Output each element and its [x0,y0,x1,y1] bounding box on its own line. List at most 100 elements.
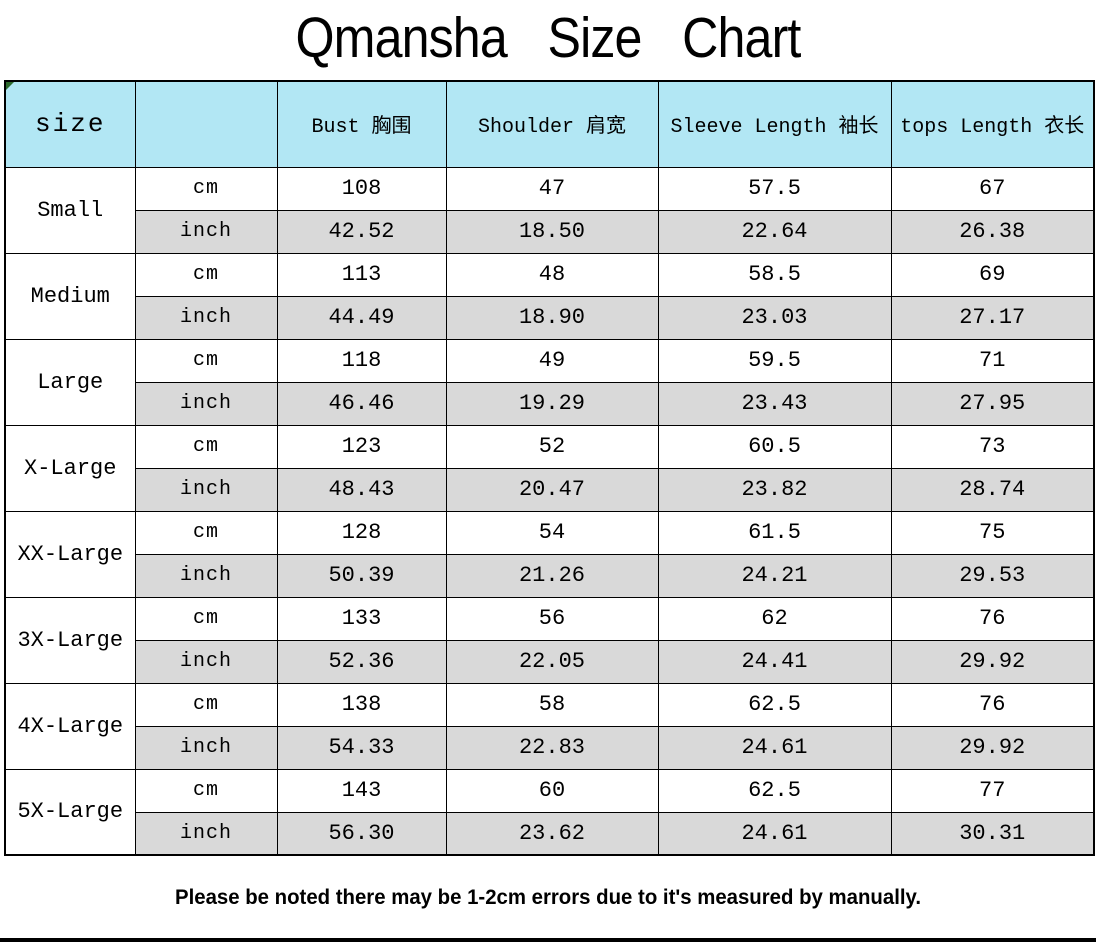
measurement-value: 56.30 [276,811,447,856]
measurement-value: 52 [445,424,659,469]
measurement-value: 49 [445,338,659,383]
unit-label-cm: cm [134,596,278,641]
measurement-value: 143 [276,768,447,813]
table-row-xxlarge-inch: inch 50.39 21.26 24.21 29.53 [5,553,1095,598]
measurement-disclaimer: Please be noted there may be 1-2cm error… [175,886,921,909]
measurement-value: 73 [890,424,1095,469]
unit-label-inch: inch [134,553,278,598]
measurement-value: 67 [890,166,1095,211]
size-column-header: size [4,80,136,168]
table-row-small-cm: Small cm 108 47 57.5 67 [4,166,1095,254]
table-row-3xlarge-cm: 3X-Large cm 133 56 62 76 [4,596,1095,684]
size-chart-table: size Bust 胸围 Shoulder 肩宽 Sleeve Length 袖… [4,80,1095,856]
measurement-value: 54 [445,510,659,555]
unit-label-inch: inch [134,381,278,426]
measurement-value: 128 [276,510,447,555]
measurement-value: 27.95 [890,381,1095,426]
measurement-value: 23.62 [445,811,659,856]
size-label-medium: Medium [4,252,136,340]
measurement-value: 108 [276,166,447,211]
unit-label-cm: cm [134,166,278,211]
unit-label-inch: inch [134,467,278,512]
measurement-value: 28.74 [890,467,1095,512]
unit-label-inch: inch [134,725,278,770]
measurement-value: 76 [890,682,1095,727]
measurement-value: 30.31 [890,811,1095,856]
measurement-value: 52.36 [276,639,447,684]
measurement-value: 42.52 [276,209,447,254]
measurement-value: 118 [276,338,447,383]
unit-column-header [134,80,278,168]
unit-label-inch: inch [134,811,278,856]
measurement-value: 18.90 [445,295,659,340]
measurement-value: 24.61 [657,725,892,770]
size-label-xlarge: X-Large [4,424,136,512]
table-row-small-inch: inch 42.52 18.50 22.64 26.38 [5,209,1095,254]
measurement-value: 58.5 [657,252,892,297]
measurement-value: 22.64 [657,209,892,254]
table-row-large-cm: Large cm 118 49 59.5 71 [4,338,1095,426]
bottom-divider [0,938,1096,942]
measurement-value: 24.41 [657,639,892,684]
measurement-value: 20.47 [445,467,659,512]
measurement-value: 76 [890,596,1095,641]
column-header-bust: Bust 胸围 [276,80,447,168]
measurement-value: 26.38 [890,209,1095,254]
size-label-3xlarge: 3X-Large [4,596,136,684]
measurement-value: 48 [445,252,659,297]
measurement-value: 56 [445,596,659,641]
measurement-value: 24.21 [657,553,892,598]
unit-label-cm: cm [134,510,278,555]
measurement-value: 62.5 [657,682,892,727]
measurement-value: 123 [276,424,447,469]
unit-label-cm: cm [134,424,278,469]
measurement-value: 29.53 [890,553,1095,598]
table-row-large-inch: inch 46.46 19.29 23.43 27.95 [5,381,1095,426]
measurement-value: 77 [890,768,1095,813]
table-row-xlarge-inch: inch 48.43 20.47 23.82 28.74 [5,467,1095,512]
size-label-xxlarge: XX-Large [4,510,136,598]
measurement-value: 23.82 [657,467,892,512]
measurement-value: 75 [890,510,1095,555]
unit-label-inch: inch [134,209,278,254]
unit-label-cm: cm [134,682,278,727]
unit-label-cm: cm [134,768,278,813]
measurement-value: 62.5 [657,768,892,813]
measurement-value: 58 [445,682,659,727]
measurement-value: 62 [657,596,892,641]
measurement-value: 133 [276,596,447,641]
measurement-value: 44.49 [276,295,447,340]
column-header-shoulder: Shoulder 肩宽 [445,80,659,168]
table-row-3xlarge-inch: inch 52.36 22.05 24.41 29.92 [5,639,1095,684]
table-row-xxlarge-cm: XX-Large cm 128 54 61.5 75 [4,510,1095,598]
measurement-value: 24.61 [657,811,892,856]
measurement-value: 46.46 [276,381,447,426]
size-label-4xlarge: 4X-Large [4,682,136,770]
unit-label-inch: inch [134,639,278,684]
measurement-value: 71 [890,338,1095,383]
measurement-value: 48.43 [276,467,447,512]
unit-label-cm: cm [134,252,278,297]
measurement-value: 50.39 [276,553,447,598]
size-label-large: Large [4,338,136,426]
measurement-value: 47 [445,166,659,211]
column-header-sleeve-length: Sleeve Length 袖长 [657,80,892,168]
measurement-value: 22.83 [445,725,659,770]
page-title: Qmansha Size Chart [295,6,802,70]
measurement-value: 61.5 [657,510,892,555]
measurement-value: 57.5 [657,166,892,211]
measurement-value: 23.43 [657,381,892,426]
cell-corner-marker-icon [6,82,14,90]
measurement-value: 60.5 [657,424,892,469]
size-label-small: Small [4,166,136,254]
column-header-tops-length: tops Length 衣长 [890,80,1095,168]
measurement-value: 60 [445,768,659,813]
table-row-medium-cm: Medium cm 113 48 58.5 69 [4,252,1095,340]
measurement-value: 27.17 [890,295,1095,340]
table-row-medium-inch: inch 44.49 18.90 23.03 27.17 [5,295,1095,340]
table-row-5xlarge-cm: 5X-Large cm 143 60 62.5 77 [4,768,1095,856]
measurement-value: 69 [890,252,1095,297]
table-row-xlarge-cm: X-Large cm 123 52 60.5 73 [4,424,1095,512]
size-header-label: size [35,109,106,140]
